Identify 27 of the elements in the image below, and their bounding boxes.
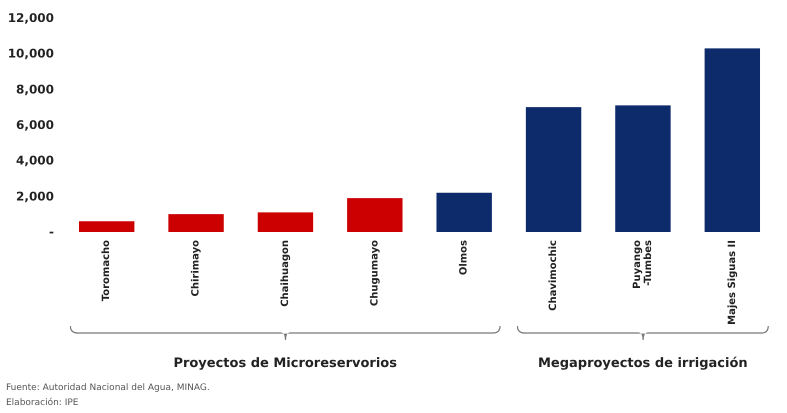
bar (78, 221, 134, 232)
x-tick-label: Toromacho (101, 240, 112, 302)
bar (258, 212, 314, 232)
y-tick-label: 12,000 (8, 11, 54, 25)
y-tick-label: 8,000 (16, 82, 54, 96)
x-tick-label: Chaihuagon (280, 240, 291, 307)
bar (615, 105, 671, 232)
y-tick-label: 10,000 (8, 46, 54, 61)
y-tick-label: 6,000 (16, 118, 54, 132)
bar (526, 107, 582, 232)
x-tick-label: Chavimochic (548, 240, 560, 311)
y-tick-label: - (49, 225, 54, 239)
x-tick-label: Chugumayo (369, 240, 380, 306)
x-tick-label: Puyango -Tumbes (632, 240, 654, 289)
bar (347, 198, 403, 232)
text: Elaboración: IPE (6, 398, 78, 408)
text: Proyectos de Microreservorios (173, 356, 397, 371)
bar (704, 48, 760, 232)
x-tick-label: Olmos (458, 240, 470, 276)
y-tick-label: 4,000 (16, 154, 54, 168)
source-note: Fuente: Autoridad Nacional del Agua, MINAG. (6, 383, 210, 393)
y-tick-label: 2,000 (16, 189, 54, 204)
bar (168, 214, 224, 232)
bar (436, 192, 492, 232)
x-tick-label: Chirimayo (190, 240, 202, 296)
text: Megaproyectos de irrigación (538, 356, 748, 371)
x-tick-label: Majes Siguas II (726, 240, 738, 325)
